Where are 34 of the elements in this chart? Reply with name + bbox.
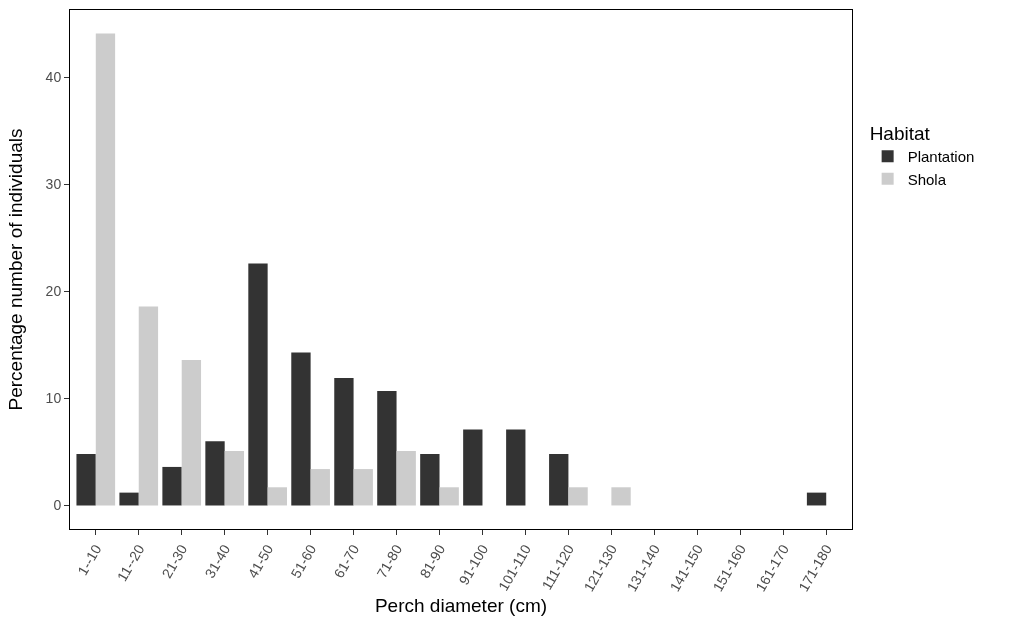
bar	[248, 263, 268, 506]
bar	[205, 441, 225, 506]
y-tick-label: 20	[45, 283, 62, 300]
bar	[506, 429, 526, 506]
bar	[224, 450, 245, 506]
y-axis-title: Percentage number of individuals	[5, 128, 26, 411]
bar	[334, 378, 354, 506]
bar	[162, 466, 182, 506]
legend-label: Plantation	[907, 148, 975, 166]
x-axis-title: Perch diameter (cm)	[374, 595, 548, 617]
bar	[95, 33, 116, 506]
bar	[420, 454, 440, 506]
bar	[611, 487, 631, 506]
bar	[181, 359, 202, 506]
bar	[267, 487, 287, 506]
y-tick-label: 30	[45, 176, 62, 193]
bar	[549, 454, 569, 506]
y-tick-label: 10	[45, 390, 62, 407]
bar	[310, 469, 330, 506]
bar	[396, 450, 416, 506]
bar	[353, 469, 373, 506]
y-tick-label: 40	[45, 69, 62, 86]
bar	[76, 454, 96, 506]
bar	[463, 429, 483, 506]
y-tick-label: 0	[53, 497, 62, 514]
legend-title: Habitat	[869, 123, 931, 145]
bar	[806, 492, 827, 506]
bar	[568, 487, 588, 506]
bar	[291, 352, 311, 506]
bar	[439, 487, 459, 506]
bar	[119, 492, 139, 506]
legend-label: Shola	[907, 170, 947, 188]
bar	[377, 390, 397, 506]
bar	[138, 306, 159, 506]
